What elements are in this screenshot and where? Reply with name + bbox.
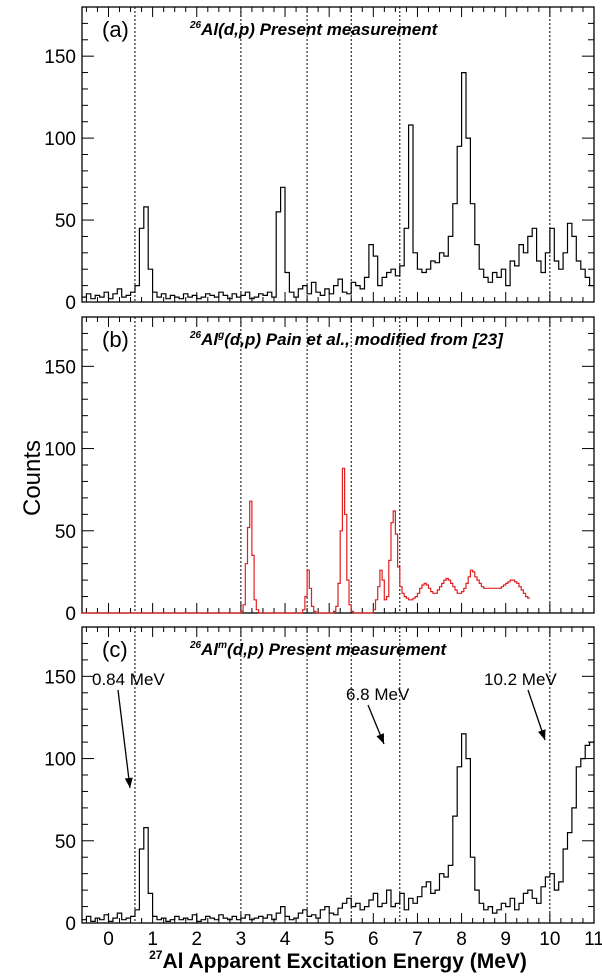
x-tick-label: 2: [191, 929, 202, 950]
panel-tag: (b): [102, 327, 129, 352]
annotation-arrowhead: [124, 777, 133, 788]
x-tick-label: 1: [147, 929, 158, 950]
x-axis-title-main: Al Apparent Excitation Energy (MeV): [162, 950, 526, 973]
panel-title-main: Al(d,p) Present measurement: [200, 20, 439, 39]
panel-title: 26Alm(d,p) Present measurement: [189, 640, 448, 659]
y-tick-label: 100: [44, 129, 76, 150]
panel-0: 0 50 100 150 (a) 26Al(d,p) Present measuremen…: [44, 6, 595, 314]
annotation-arrowhead: [537, 729, 546, 740]
x-tick-label: 0: [103, 929, 114, 950]
y-tick-label: 150: [44, 47, 76, 68]
x-tick-label: 8: [456, 929, 467, 950]
x-axis-title: 27Al Apparent Excitation Energy (MeV): [149, 948, 527, 973]
x-tick-label: 10: [539, 929, 560, 950]
x-tick-label: 11: [584, 929, 602, 950]
y-tick-label: 50: [55, 211, 76, 232]
panel-tag: (a): [102, 17, 129, 42]
annotation-label: 6.8 MeV: [346, 685, 410, 704]
y-tick-label: 50: [55, 522, 76, 543]
panel-frame: [81, 6, 595, 303]
y-axis-title: Counts: [19, 440, 46, 516]
y-tick-label: 0: [65, 293, 76, 314]
panel-title-super: 26: [189, 330, 202, 341]
y-tick-label: 0: [65, 914, 76, 935]
annotation-arrow: [117, 689, 131, 789]
panel-frame: [81, 316, 595, 614]
x-tick-label: 3: [236, 929, 247, 950]
panel-title-super2: g: [217, 330, 224, 341]
y-tick-label: 150: [44, 357, 76, 378]
x-tick-label: 4: [280, 929, 291, 950]
x-axis-title-super: 27: [149, 948, 163, 962]
panel-title-super2: m: [218, 640, 227, 651]
panel-title: 26Alg(d,p) Pain et al., modified from [2…: [189, 330, 504, 349]
annotation-arrowhead: [376, 733, 384, 744]
y-tick-label: 100: [44, 750, 76, 771]
panel-title-rest: (d,p) Present measurement: [227, 640, 448, 659]
annotation-label: 0.84 MeV: [92, 670, 165, 689]
histogram-series: [82, 733, 594, 922]
x-tick-label: 7: [412, 929, 423, 950]
histogram-series: [82, 72, 594, 300]
y-tick-label: 0: [65, 604, 76, 625]
panel-title-rest: (d,p) Pain et al., modified from [23]: [224, 330, 504, 349]
panel-title-main: Al: [200, 330, 219, 349]
y-tick-label: 50: [55, 832, 76, 853]
histogram-series: [82, 467, 530, 614]
x-tick-label: 6: [368, 929, 379, 950]
annotation-label: 10.2 MeV: [484, 670, 557, 689]
panel-1: 0 50 100 150 (b) 26Alg(d,p) Pain et al., modi…: [44, 316, 595, 625]
panel-tag: (c): [102, 637, 128, 662]
y-tick-label: 100: [44, 440, 76, 461]
x-tick-label: 5: [324, 929, 335, 950]
panel-title-main: Al: [200, 640, 219, 659]
y-tick-label: 150: [44, 667, 76, 688]
x-tick-label: 9: [500, 929, 511, 950]
panel-title-super: 26: [189, 20, 202, 31]
panel-title: 26Al(d,p) Present measurement: [189, 20, 439, 39]
panel-title-super: 26: [189, 640, 202, 651]
